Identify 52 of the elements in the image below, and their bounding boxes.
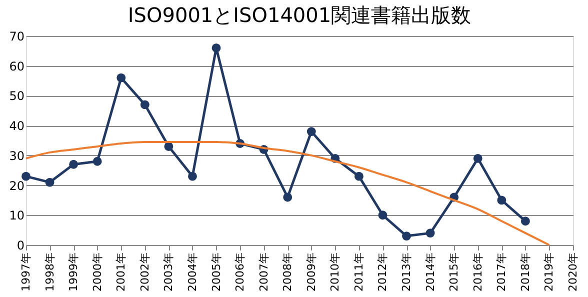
point [354, 172, 364, 181]
y-tick-label: 60 [9, 59, 24, 74]
x-tick-label: 2020年 [566, 252, 580, 292]
x-tick-label: 2015年 [448, 252, 461, 292]
x-tick-label: 2019年 [542, 252, 556, 292]
point [473, 154, 482, 163]
point [497, 196, 506, 205]
y-tick-label: 70 [9, 30, 24, 44]
x-tick-label: 2006年 [234, 252, 247, 292]
point [426, 228, 435, 238]
point [69, 160, 78, 169]
x-tick-label: 2003年 [162, 252, 176, 292]
x-tick-label: 1997年 [20, 252, 32, 292]
x-tick-label: 2002年 [138, 252, 152, 292]
x-tick-label: 2014年 [424, 252, 437, 292]
x-tick-label: 2016年 [471, 252, 484, 292]
x-tick-label: 2012年 [376, 252, 390, 292]
point [45, 178, 54, 187]
y-tick-label: 30 [9, 148, 24, 163]
point [402, 232, 411, 241]
x-tick-label: 2000年 [90, 252, 104, 292]
y-tick-label: 40 [9, 119, 24, 134]
point [92, 156, 102, 166]
x-tick-label: 2008年 [281, 252, 294, 292]
x-tick-label: 2001年 [114, 252, 128, 292]
point [378, 210, 388, 220]
x-tick-label: 2018年 [518, 252, 532, 292]
x-tick-label: 2013年 [400, 252, 414, 292]
point [212, 43, 221, 52]
point [116, 73, 126, 82]
x-tick-label: 2011年 [352, 252, 366, 292]
point [22, 172, 30, 181]
y-tick-label: 10 [9, 208, 24, 223]
x-tick-label: 2010年 [328, 252, 342, 292]
y-tick-label: 0 [16, 238, 24, 252]
point [140, 100, 150, 110]
chart-title: ISO9001とISO14001関連書籍出版数 [128, 3, 472, 27]
point [520, 216, 530, 226]
x-tick-label: 2004年 [186, 252, 199, 292]
point [164, 142, 174, 151]
line-series [25, 140, 550, 246]
x-tick-label: 2009年 [304, 252, 318, 292]
y-tick-label: 20 [9, 178, 24, 193]
x-tick-label: 1999年 [67, 252, 80, 292]
x-tick-label: 2007年 [257, 252, 270, 292]
point [283, 192, 292, 202]
x-tick-label: 1998年 [43, 252, 56, 292]
point [188, 172, 197, 181]
point [306, 127, 316, 136]
y-tick-label: 50 [9, 89, 24, 104]
x-tick-label: 2005年 [210, 252, 223, 292]
x-tick-label: 2017年 [495, 252, 508, 292]
